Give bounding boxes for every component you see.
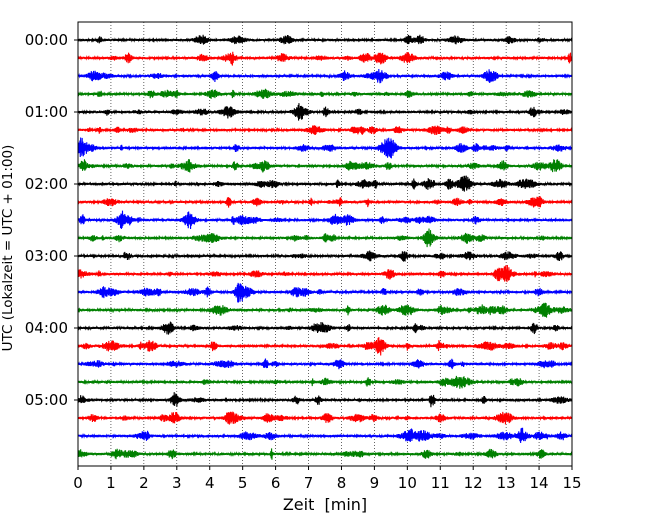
trace-0100 — [77, 103, 573, 121]
trace-0530 — [77, 427, 573, 443]
y-tick-label: 02:00 — [25, 175, 68, 193]
x-tick-label: 3 — [172, 474, 182, 492]
grid-lines — [110, 22, 540, 466]
trace-0415 — [77, 337, 573, 356]
trace-0145 — [77, 159, 573, 173]
plot-frame — [77, 21, 573, 467]
trace-0515 — [77, 411, 573, 425]
trace-0300 — [77, 250, 573, 262]
x-tick-label: 12 — [464, 474, 483, 492]
y-tick-label: 00:00 — [25, 31, 68, 49]
x-tick-label: 2 — [139, 474, 149, 492]
trace-0000 — [77, 34, 573, 45]
y-axis-title: UTC (Lokalzeit = UTC + 01:00) — [0, 145, 16, 352]
x-tick-label: 0 — [73, 474, 83, 492]
y-axis-ticks: 00:00 01:00 02:00 03:00 04:00 05:00 — [25, 31, 78, 409]
y-tick-label: 01:00 — [25, 103, 68, 121]
x-tick-label: 1 — [106, 474, 116, 492]
trace-0400 — [77, 321, 573, 335]
x-tick-label: 7 — [304, 474, 314, 492]
trace-0015 — [77, 51, 573, 66]
x-tick-label: 13 — [497, 474, 516, 492]
trace-0230 — [77, 210, 573, 230]
x-tick-label: 4 — [205, 474, 215, 492]
x-axis-title: Zeit [min] — [283, 495, 367, 514]
x-tick-label: 5 — [238, 474, 248, 492]
y-tick-label: 03:00 — [25, 247, 68, 265]
seismic-traces — [77, 34, 573, 460]
trace-0115 — [77, 125, 573, 135]
trace-0215 — [77, 196, 573, 208]
trace-0345 — [77, 302, 573, 318]
x-tick-label: 15 — [562, 474, 581, 492]
trace-0130 — [77, 137, 573, 159]
x-tick-label: 14 — [530, 474, 549, 492]
trace-0200 — [77, 175, 573, 192]
trace-0445 — [77, 375, 573, 389]
trace-0430 — [77, 358, 573, 370]
x-tick-label: 9 — [370, 474, 380, 492]
trace-0045 — [77, 88, 573, 99]
trace-0500 — [77, 392, 573, 408]
x-tick-label: 8 — [337, 474, 347, 492]
x-tick-label: 6 — [271, 474, 281, 492]
trace-0030 — [77, 68, 573, 84]
x-tick-label: 10 — [398, 474, 417, 492]
x-tick-label: 11 — [431, 474, 450, 492]
trace-0245 — [77, 228, 573, 248]
y-tick-label: 04:00 — [25, 319, 68, 337]
trace-0545 — [77, 448, 573, 460]
x-axis-ticks: 0 1 2 3 4 5 6 7 8 9 10 11 12 13 14 15 — [73, 466, 582, 492]
plot-background — [78, 22, 572, 466]
trace-0330 — [77, 282, 573, 303]
y-tick-label: 05:00 — [25, 391, 68, 409]
trace-0315 — [77, 264, 573, 283]
